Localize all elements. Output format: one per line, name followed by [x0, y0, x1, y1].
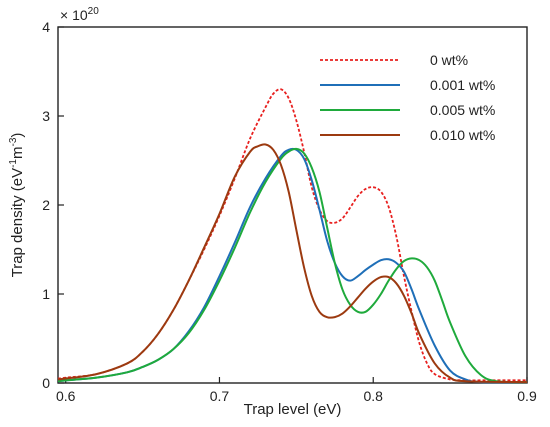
- series-line-1: [57, 147, 528, 384]
- y-axis-ticks: 0 1 2 3 4: [42, 19, 64, 391]
- x-tick-label: 0.8: [363, 388, 383, 404]
- y-multiplier: × 1020: [60, 6, 99, 23]
- legend-label-3: 0.010 wt%: [430, 127, 495, 143]
- series-line-3: [57, 143, 528, 384]
- x-axis-label: Trap level (eV): [244, 401, 342, 418]
- y-tick-label: 2: [42, 197, 50, 213]
- y-axis-label: Trap density (eV-1m-3): [8, 133, 26, 278]
- x-tick-label: 0.7: [210, 388, 230, 404]
- legend-label-0: 0 wt%: [430, 52, 468, 68]
- x-axis-ticks: 0.6 0.7 0.8 0.9: [56, 377, 537, 404]
- legend-label-1: 0.001 wt%: [430, 77, 495, 93]
- y-tick-label: 1: [42, 286, 50, 302]
- series-line-0: [57, 88, 527, 382]
- y-tick-label: 4: [42, 19, 50, 35]
- series-line-2: [57, 147, 528, 384]
- legend: 0 wt% 0.001 wt% 0.005 wt% 0.010 wt%: [320, 52, 495, 143]
- y-tick-label: 0: [42, 375, 50, 391]
- y-tick-label: 3: [42, 108, 50, 124]
- series-lines: [57, 88, 528, 384]
- x-tick-label: 0.6: [56, 388, 76, 404]
- legend-label-2: 0.005 wt%: [430, 102, 495, 118]
- x-tick-label: 0.9: [517, 388, 537, 404]
